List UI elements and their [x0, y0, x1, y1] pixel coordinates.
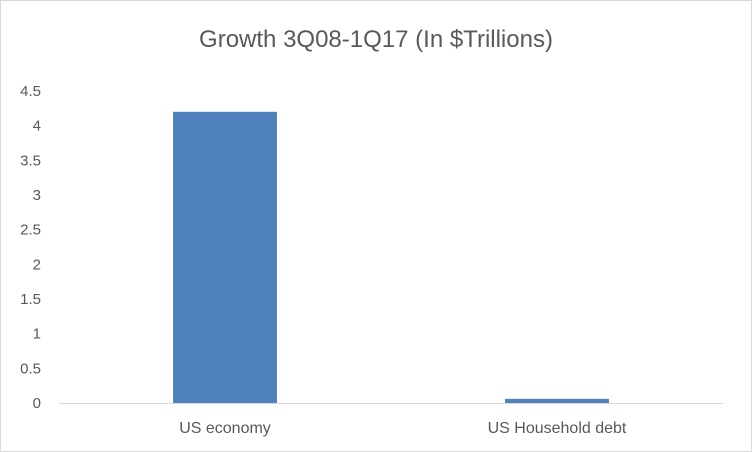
chart-title: Growth 3Q08-1Q17 (In $Trillions): [199, 26, 553, 53]
y-tick-label: 2.5: [20, 222, 41, 239]
bar: [173, 111, 277, 404]
y-tick-label: 0: [33, 395, 41, 412]
x-category-label: US Household debt: [488, 420, 627, 437]
x-category-label: US economy: [179, 420, 271, 437]
bars: [173, 111, 609, 404]
y-tick-label: 4.5: [20, 83, 41, 100]
x-axis-labels: US economy US Household debt: [179, 420, 627, 437]
y-tick-label: 4: [33, 118, 41, 135]
y-tick-label: 1: [33, 326, 41, 343]
y-tick-label: 1.5: [20, 291, 41, 308]
bar: [505, 398, 609, 403]
y-tick-label: 0.5: [20, 360, 41, 377]
y-tick-label: 3: [33, 187, 41, 204]
y-tick-label: 2: [33, 256, 41, 273]
y-tick-label: 3.5: [20, 152, 41, 169]
y-axis-ticks: 0 0.5 1 1.5 2 2.5 3 3.5 4 4.5: [20, 83, 41, 412]
